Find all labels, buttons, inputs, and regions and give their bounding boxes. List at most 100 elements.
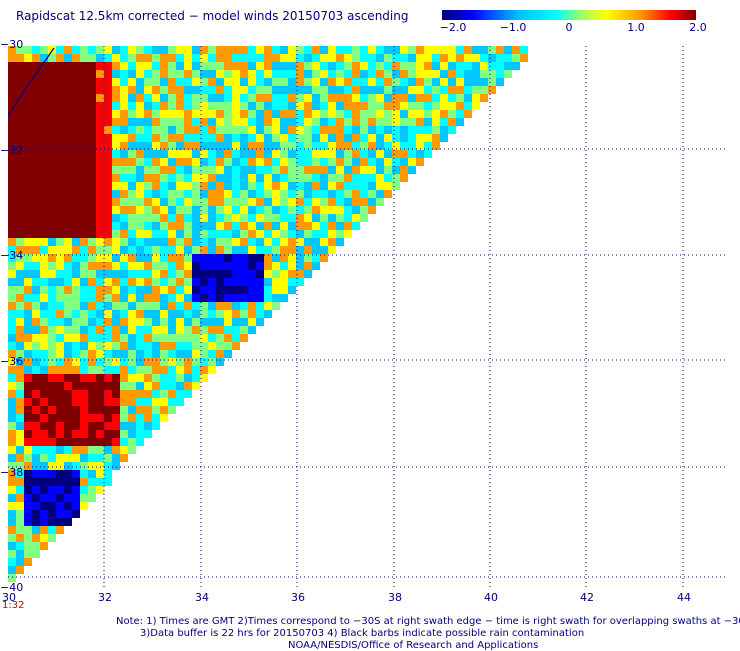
wind-difference-cell: [184, 214, 192, 222]
wind-difference-cell: [56, 430, 64, 438]
wind-difference-cell: [448, 54, 456, 62]
wind-difference-cell: [232, 126, 240, 134]
wind-difference-cell: [288, 126, 296, 134]
wind-difference-cell: [264, 230, 272, 238]
wind-difference-cell: [32, 358, 40, 366]
wind-difference-cell: [16, 438, 24, 446]
wind-difference-cell: [280, 190, 288, 198]
wind-difference-cell: [464, 78, 472, 86]
wind-difference-cell: [48, 310, 56, 318]
wind-difference-cell: [208, 366, 216, 374]
wind-difference-cell: [72, 286, 80, 294]
wind-difference-cell: [64, 174, 72, 182]
wind-difference-cell: [96, 270, 104, 278]
lat-label: −30: [0, 38, 24, 51]
wind-difference-cell: [200, 318, 208, 326]
wind-difference-cell: [72, 54, 80, 62]
wind-difference-cell: [56, 254, 64, 262]
wind-difference-cell: [168, 102, 176, 110]
wind-difference-cell: [96, 406, 104, 414]
wind-difference-cell: [32, 334, 40, 342]
wind-difference-cell: [24, 182, 32, 190]
wind-difference-cell: [40, 462, 48, 470]
wind-difference-cell: [224, 54, 232, 62]
wind-difference-cell: [104, 94, 112, 102]
wind-difference-cell: [16, 478, 24, 486]
wind-difference-cell: [456, 54, 464, 62]
wind-difference-cell: [192, 142, 200, 150]
wind-difference-cell: [296, 206, 304, 214]
wind-difference-cell: [448, 102, 456, 110]
wind-difference-cell: [144, 94, 152, 102]
wind-difference-cell: [80, 358, 88, 366]
wind-difference-cell: [232, 342, 240, 350]
wind-difference-cell: [272, 302, 280, 310]
wind-difference-cell: [24, 198, 32, 206]
wind-difference-cell: [24, 302, 32, 310]
wind-difference-cell: [32, 302, 40, 310]
wind-difference-cell: [136, 174, 144, 182]
wind-difference-cell: [56, 366, 64, 374]
wind-difference-cell: [168, 134, 176, 142]
wind-difference-cell: [488, 54, 496, 62]
wind-difference-cell: [296, 118, 304, 126]
wind-difference-cell: [168, 182, 176, 190]
wind-difference-cell: [272, 198, 280, 206]
wind-difference-cell: [432, 110, 440, 118]
wind-difference-cell: [88, 110, 96, 118]
wind-difference-cell: [128, 206, 136, 214]
wind-difference-cell: [160, 110, 168, 118]
wind-difference-cell: [32, 110, 40, 118]
wind-difference-cell: [8, 158, 16, 166]
wind-difference-cell: [24, 494, 32, 502]
wind-difference-cell: [8, 350, 16, 358]
wind-difference-cell: [440, 110, 448, 118]
wind-difference-cell: [152, 118, 160, 126]
wind-difference-cell: [8, 518, 16, 526]
wind-difference-cell: [16, 174, 24, 182]
wind-difference-cell: [160, 262, 168, 270]
wind-difference-cell: [168, 318, 176, 326]
wind-difference-cell: [344, 206, 352, 214]
wind-difference-cell: [72, 158, 80, 166]
wind-difference-cell: [256, 70, 264, 78]
wind-difference-cell: [184, 286, 192, 294]
wind-difference-cell: [160, 278, 168, 286]
wind-difference-cell: [216, 110, 224, 118]
colorbar-tick: 2.0: [689, 21, 707, 34]
wind-difference-cell: [184, 358, 192, 366]
wind-difference-cell: [384, 174, 392, 182]
wind-difference-cell: [312, 62, 320, 70]
wind-difference-cell: [280, 286, 288, 294]
wind-difference-cell: [112, 46, 120, 54]
wind-difference-cell: [224, 198, 232, 206]
wind-difference-cell: [16, 358, 24, 366]
wind-difference-cell: [16, 526, 24, 534]
wind-difference-cell: [80, 174, 88, 182]
wind-difference-cell: [224, 254, 232, 262]
wind-difference-cell: [64, 334, 72, 342]
wind-difference-cell: [168, 62, 176, 70]
wind-difference-cell: [464, 102, 472, 110]
wind-difference-cell: [16, 510, 24, 518]
wind-difference-cell: [192, 86, 200, 94]
wind-difference-cell: [120, 142, 128, 150]
wind-difference-cell: [272, 254, 280, 262]
wind-difference-cell: [248, 206, 256, 214]
wind-difference-cell: [416, 62, 424, 70]
wind-difference-cell: [64, 278, 72, 286]
wind-difference-cell: [232, 334, 240, 342]
wind-difference-cell: [152, 382, 160, 390]
wind-difference-cell: [64, 454, 72, 462]
wind-difference-cell: [152, 278, 160, 286]
wind-difference-cell: [24, 374, 32, 382]
wind-difference-cell: [112, 214, 120, 222]
wind-difference-cell: [128, 174, 136, 182]
wind-difference-cell: [24, 534, 32, 542]
wind-difference-cell: [48, 486, 56, 494]
wind-difference-cell: [168, 294, 176, 302]
wind-difference-cell: [64, 198, 72, 206]
wind-difference-cell: [64, 438, 72, 446]
wind-difference-cell: [192, 286, 200, 294]
wind-difference-cell: [400, 142, 408, 150]
